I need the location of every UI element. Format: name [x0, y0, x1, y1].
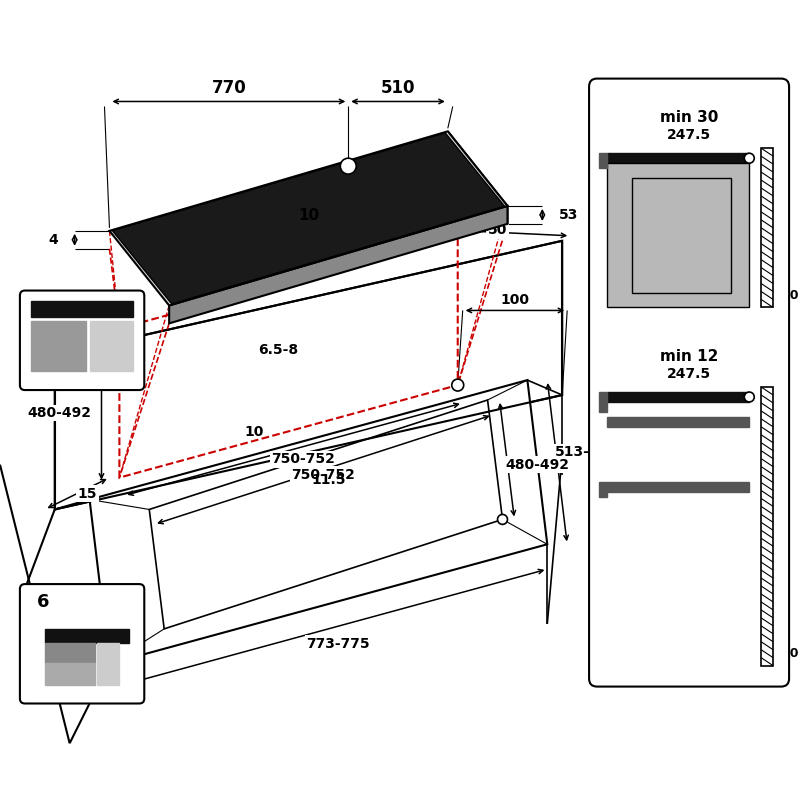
Bar: [45, 662, 94, 685]
Text: 4: 4: [48, 233, 58, 246]
Bar: [599, 482, 607, 497]
Polygon shape: [54, 241, 562, 510]
Bar: [599, 392, 607, 412]
Polygon shape: [169, 206, 507, 323]
Bar: [607, 163, 750, 307]
Bar: [607, 154, 750, 163]
Text: 510: 510: [381, 78, 415, 97]
Text: 770: 770: [211, 78, 246, 97]
Bar: [607, 392, 750, 402]
Bar: [762, 148, 773, 307]
Circle shape: [340, 158, 356, 174]
Circle shape: [452, 379, 464, 391]
Text: 50: 50: [488, 223, 507, 238]
Polygon shape: [448, 131, 507, 224]
Text: 6: 6: [37, 593, 50, 611]
Text: 100: 100: [501, 294, 530, 307]
Text: 750-752: 750-752: [291, 468, 355, 482]
FancyBboxPatch shape: [589, 78, 789, 686]
Text: min 12: min 12: [660, 350, 718, 364]
Bar: [632, 178, 731, 293]
Text: 773-775: 773-775: [306, 637, 370, 650]
Bar: [45, 629, 130, 642]
Bar: [607, 482, 750, 491]
Text: 247.5: 247.5: [667, 367, 711, 381]
Text: 20: 20: [781, 289, 798, 302]
Polygon shape: [113, 133, 505, 304]
Text: 11.5: 11.5: [311, 473, 346, 486]
Circle shape: [498, 514, 507, 524]
Text: 6.5-8: 6.5-8: [258, 343, 298, 358]
FancyBboxPatch shape: [20, 290, 144, 390]
Bar: [45, 642, 94, 662]
Circle shape: [744, 392, 754, 402]
Text: 20: 20: [680, 403, 698, 416]
Bar: [599, 154, 607, 168]
Text: 20: 20: [781, 647, 798, 660]
Circle shape: [744, 154, 754, 163]
Polygon shape: [90, 380, 547, 664]
Bar: [90, 322, 134, 371]
Text: 10: 10: [244, 425, 263, 439]
FancyBboxPatch shape: [20, 584, 144, 703]
Text: 247.5: 247.5: [667, 128, 711, 142]
Text: 53: 53: [559, 208, 578, 222]
Polygon shape: [110, 131, 507, 306]
Text: 60: 60: [680, 448, 698, 461]
Text: 750-752: 750-752: [271, 452, 335, 466]
Text: 15: 15: [78, 486, 98, 501]
Bar: [97, 642, 119, 685]
Text: min 30: min 30: [660, 110, 718, 126]
Text: 10: 10: [298, 209, 319, 223]
Bar: [762, 387, 773, 666]
Text: 480-492: 480-492: [28, 406, 92, 420]
Bar: [607, 417, 750, 427]
Text: 513-515: 513-515: [555, 446, 619, 459]
Bar: [31, 302, 134, 318]
Bar: [31, 322, 86, 371]
Text: 480-492: 480-492: [506, 458, 570, 472]
